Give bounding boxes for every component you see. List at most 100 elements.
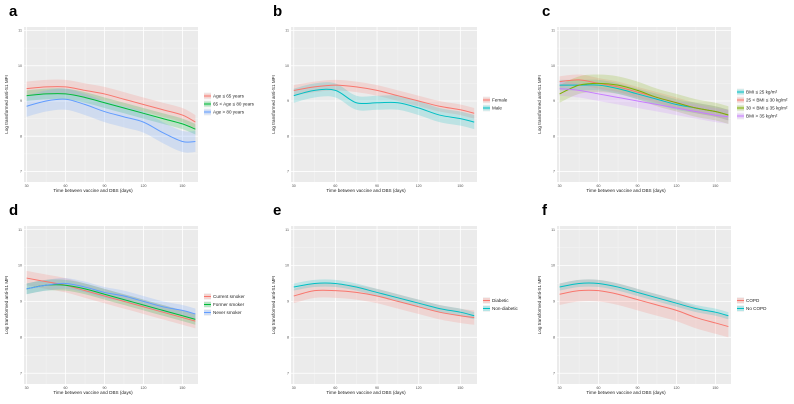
x-tick-label: 60 (333, 184, 337, 188)
y-tick-label: 11 (551, 29, 555, 33)
y-tick-label: 7 (287, 371, 289, 375)
x-tick-label: 150 (457, 184, 463, 188)
series-line (559, 88, 729, 118)
x-tick-label: 30 (292, 184, 296, 188)
legend-label: 30 < BMI ≤ 35 kg/m² (746, 106, 788, 111)
x-tick-label: 30 (292, 386, 296, 390)
legend: Current smoker Former smoker Never smoker (204, 293, 245, 316)
confidence-band (559, 74, 729, 124)
confidence-band (26, 279, 196, 325)
plot-background (24, 226, 198, 384)
x-tick-label: 120 (673, 386, 679, 390)
x-tick-label: 60 (597, 184, 601, 188)
confidence-band (559, 279, 729, 320)
x-tick-label: 150 (179, 184, 185, 188)
series-line (293, 84, 475, 114)
legend-label: 65 < Age ≤ 80 years (213, 102, 255, 107)
plot-background (291, 27, 477, 182)
legend-label: COPD (746, 298, 760, 303)
legend: BMI ≤ 25 kg/m² 25 < BMI ≤ 30 kg/m² 30 < BM… (737, 88, 788, 120)
y-tick-label: 10 (18, 64, 22, 68)
y-axis-title: Log transformed anti-S1 MFI (271, 276, 276, 334)
x-tick-label: 120 (416, 386, 422, 390)
legend-label: Diabetic (492, 298, 509, 303)
y-axis-title: Log transformed anti-S1 MFI (537, 75, 542, 133)
y-tick-label: 7 (553, 170, 555, 174)
confidence-band (293, 82, 475, 130)
x-axis-title: Time between vaccine and DBS (days) (586, 390, 666, 395)
confidence-band (26, 79, 196, 130)
x-tick-label: 150 (712, 184, 718, 188)
legend: Age ≤ 65 years 65 < Age ≤ 80 years Age > 8… (204, 92, 255, 116)
y-tick-label: 7 (287, 170, 289, 174)
x-tick-label: 60 (64, 386, 68, 390)
panel-d: d 7 8 9 10 11 30 60 90 120 150 Time between vaccine… (4, 202, 245, 395)
x-tick-label: 30 (25, 184, 29, 188)
plot-background (557, 27, 731, 182)
y-axis-title: Log transformed anti-S1 MFI (537, 276, 542, 334)
series-line (26, 98, 196, 143)
panel-letter: a (9, 3, 18, 20)
confidence-band (26, 88, 196, 153)
y-tick-label: 9 (20, 99, 22, 103)
x-axis-title: Time between vaccine and DBS (days) (326, 188, 406, 193)
y-tick-label: 9 (287, 300, 289, 304)
panel-letter: e (273, 202, 281, 219)
x-tick-label: 60 (333, 386, 337, 390)
x-tick-label: 90 (636, 386, 640, 390)
y-tick-label: 7 (20, 170, 22, 174)
y-tick-label: 11 (551, 228, 555, 232)
panel-letter: b (273, 3, 282, 20)
y-tick-label: 9 (287, 99, 289, 103)
x-tick-label: 90 (636, 184, 640, 188)
x-axis-title: Time between vaccine and DBS (days) (53, 390, 133, 395)
confidence-band (26, 88, 196, 135)
y-axis-title: Log transformed anti-S1 MFI (4, 75, 9, 133)
y-tick-label: 11 (18, 228, 22, 232)
panel-letter: f (542, 202, 548, 219)
x-tick-label: 30 (558, 386, 562, 390)
y-tick-label: 7 (553, 371, 555, 375)
x-axis-title: Time between vaccine and DBS (days) (586, 188, 666, 193)
series-line (26, 282, 196, 315)
y-tick-label: 8 (287, 134, 289, 138)
legend-label: Age > 80 years (213, 110, 245, 115)
series-line (293, 282, 475, 317)
panel-a: a 7 8 9 10 11 30 60 90 120 150 Time between vaccine… (4, 3, 255, 193)
legend: Diabetic Non-diabetic (483, 297, 518, 312)
legend: COPD No COPD (737, 297, 767, 312)
y-tick-label: 10 (551, 264, 555, 268)
x-tick-label: 90 (375, 386, 379, 390)
legend-label: BMI > 35 kg/m² (746, 114, 778, 119)
x-tick-label: 120 (140, 184, 146, 188)
panel-f: f 7 8 9 10 11 30 60 90 120 150 Time between vaccine… (537, 202, 767, 395)
y-tick-label: 8 (553, 134, 555, 138)
legend-label: Male (492, 106, 502, 111)
legend-label: Non-diabetic (492, 306, 518, 311)
y-tick-label: 11 (285, 228, 289, 232)
x-tick-label: 120 (416, 184, 422, 188)
series-line (26, 86, 196, 123)
legend-label: Former smoker (213, 302, 245, 307)
legend: Female Male (483, 96, 508, 112)
x-tick-label: 150 (712, 386, 718, 390)
panel-letter: c (542, 3, 550, 20)
y-tick-label: 11 (285, 29, 289, 33)
panel-letter: d (9, 202, 18, 219)
legend-label: Current smoker (213, 294, 245, 299)
series-line (293, 289, 475, 319)
confidence-band (293, 79, 475, 119)
legend-label: BMI ≤ 25 kg/m² (746, 90, 778, 95)
series-line (26, 284, 196, 320)
y-tick-label: 8 (287, 336, 289, 340)
y-tick-label: 10 (18, 264, 22, 268)
y-tick-label: 10 (285, 64, 289, 68)
x-tick-label: 120 (140, 386, 146, 390)
y-tick-label: 8 (20, 134, 22, 138)
y-tick-label: 8 (20, 336, 22, 340)
series-line (26, 277, 196, 322)
y-tick-label: 7 (20, 371, 22, 375)
x-tick-label: 120 (673, 184, 679, 188)
series-line (559, 282, 729, 317)
x-tick-label: 90 (375, 184, 379, 188)
